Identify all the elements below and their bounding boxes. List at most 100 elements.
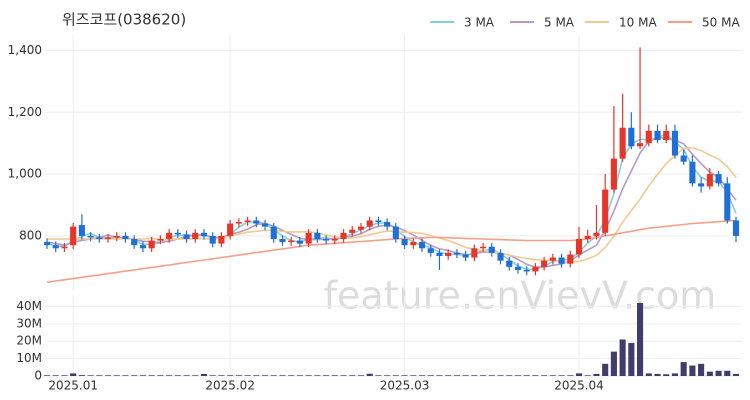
candle-body (663, 130, 670, 141)
candle-body (724, 183, 731, 221)
legend-label: 3 MA (464, 16, 495, 30)
candle-body (558, 257, 565, 264)
candle-body (514, 266, 522, 270)
candle-body (532, 266, 539, 272)
candle-body (166, 232, 173, 239)
candle-body (732, 220, 740, 236)
candle-body (436, 252, 443, 256)
candle-body (427, 248, 434, 253)
volume-bar (375, 375, 382, 376)
volume-bar (253, 375, 260, 376)
candle-body (706, 174, 713, 187)
candle-body (270, 226, 277, 239)
volume-bar (698, 363, 705, 376)
x-tick-label: 2025.01 (48, 379, 98, 393)
volume-bar (732, 373, 740, 376)
volume-bar (602, 363, 609, 376)
candle-body (593, 232, 600, 236)
candle-body (148, 240, 155, 249)
volume-bar (610, 351, 617, 376)
volume-bar (96, 375, 103, 376)
volume-bar (139, 375, 146, 376)
volume-bar (680, 362, 687, 376)
volume-bar (619, 339, 626, 376)
volume-bar (227, 375, 234, 376)
volume-bar (445, 375, 452, 376)
volume-bar (462, 375, 469, 376)
candle-body (43, 242, 51, 246)
y-tick-label: 800 (19, 228, 42, 242)
volume-bar (488, 375, 495, 376)
volume-bar (200, 373, 208, 376)
candle-body (104, 237, 112, 239)
candle-body (122, 235, 129, 239)
volume-bar (532, 375, 539, 376)
volume-bar (645, 373, 652, 376)
volume-bar (314, 375, 321, 376)
candle-body (192, 232, 199, 239)
candle-body (305, 232, 312, 244)
candle-body (349, 229, 356, 233)
legend-label: 10 MA (619, 16, 657, 30)
candle-body (680, 155, 687, 162)
volume-bar (166, 375, 173, 376)
volume-bar (671, 373, 679, 376)
candle-body (296, 240, 303, 244)
volume-bar (549, 375, 556, 376)
volume-bar (410, 375, 417, 376)
ma-line (46, 136, 737, 268)
volume-bar (706, 371, 713, 376)
candle-body (575, 239, 583, 255)
candle-body (462, 254, 469, 258)
candle-body (314, 232, 321, 239)
volume-bar (724, 370, 731, 376)
volume-bar (61, 375, 68, 376)
volume-bar (174, 375, 181, 376)
candle-body (654, 130, 661, 141)
y-tick-label: 1,200 (8, 105, 42, 119)
y-tick-label: 0 (34, 369, 42, 383)
candle-body (567, 254, 574, 264)
volume-bar (637, 302, 644, 376)
candle-body (87, 235, 94, 238)
candle-body (174, 232, 181, 235)
volume-bar (506, 375, 513, 376)
volume-bar (427, 375, 434, 376)
candle-body (523, 269, 530, 272)
candle-body (637, 143, 644, 147)
candle-body (497, 252, 504, 261)
volume-bar (715, 370, 722, 376)
candle-body (244, 220, 251, 222)
volume-bar (209, 375, 216, 376)
candle-body (235, 222, 242, 224)
candle-body (131, 239, 138, 246)
volume-bar (471, 375, 478, 376)
volume-bar (663, 374, 670, 376)
candle-body (357, 226, 365, 230)
candle-body (209, 235, 216, 244)
x-tick-label: 2025.04 (554, 379, 604, 393)
watermark: feature.enVievV.com (324, 274, 717, 318)
candle-body (698, 183, 705, 187)
ma-line (46, 219, 737, 284)
y-tick-label: 20M (16, 334, 42, 348)
candle-body (715, 174, 722, 184)
volume-bar (384, 375, 391, 376)
volume-bar (113, 375, 120, 376)
volume-bar (514, 375, 522, 376)
volume-bar (558, 375, 565, 376)
candle-body (78, 225, 85, 236)
volume-bar (122, 375, 129, 376)
candle-body (610, 158, 617, 190)
y-tick-label: 1,400 (8, 43, 42, 57)
volume-bar (104, 375, 112, 376)
volume-bar (323, 375, 330, 376)
legend-label: 5 MA (544, 16, 575, 30)
candle-body (227, 223, 234, 236)
candle-body (401, 239, 408, 246)
candle-body (323, 239, 330, 241)
volume-bar (349, 375, 356, 376)
volume-bar (436, 375, 443, 376)
volume-bar (52, 375, 59, 376)
volume-bar (70, 373, 77, 376)
